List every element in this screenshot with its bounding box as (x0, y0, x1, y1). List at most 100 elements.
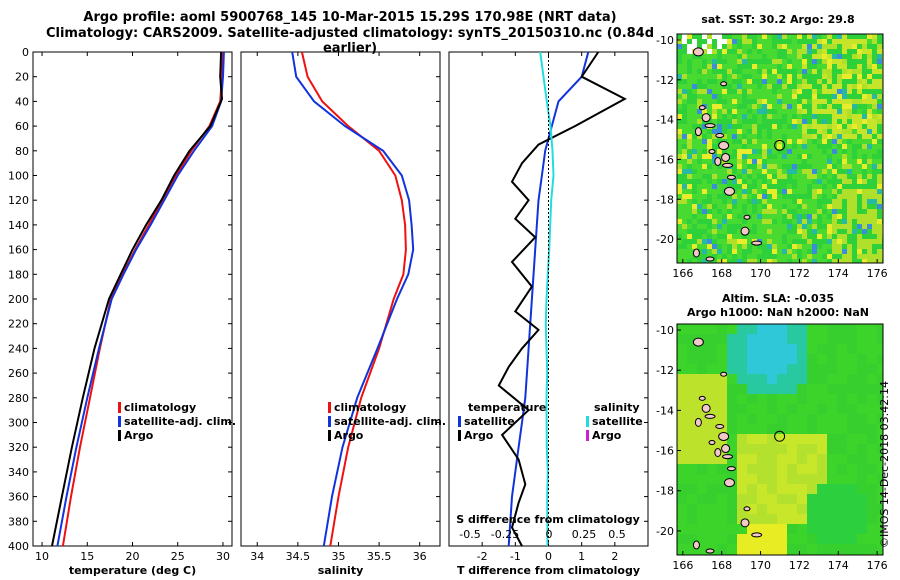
map-x-tick-label: 168 (711, 267, 732, 280)
map-cell (707, 144, 712, 149)
s-tick-label: 0 (546, 528, 553, 541)
map-cell (682, 114, 687, 119)
map-cell (797, 124, 802, 129)
map-cell (772, 39, 777, 44)
map-cell (837, 364, 847, 374)
map-cell (737, 74, 742, 79)
map-cell (842, 44, 847, 49)
map-cell (867, 544, 877, 554)
map-cell (812, 239, 817, 244)
map-cell (807, 214, 812, 219)
map-cell (682, 199, 687, 204)
map-cell (747, 384, 757, 394)
map-cell (862, 194, 867, 199)
map-cell (737, 344, 747, 354)
map-cell (767, 114, 772, 119)
map-cell (832, 204, 837, 209)
map-cell (742, 104, 747, 109)
map-cell (692, 119, 697, 124)
map-cell (742, 64, 747, 69)
map-cell (817, 69, 822, 74)
map-cell (707, 229, 712, 234)
map-cell (767, 214, 772, 219)
map-cell (702, 164, 707, 169)
map-cell (687, 454, 697, 464)
map-cell (752, 219, 757, 224)
map-cell (772, 119, 777, 124)
map-cell (752, 74, 757, 79)
map-cell (772, 164, 777, 169)
map-cell (872, 49, 877, 54)
temperature-panel: 0204060801001201401601802002202402602803… (8, 46, 236, 577)
map-cell (767, 404, 777, 414)
map-cell (837, 474, 847, 484)
map-cell (732, 104, 737, 109)
map-cell (867, 69, 872, 74)
map-cell (712, 244, 717, 249)
map-cell (857, 119, 862, 124)
map-cell (797, 199, 802, 204)
map-cell (747, 64, 752, 69)
map-cell (747, 164, 752, 169)
map-cell (787, 154, 792, 159)
map-cell (837, 89, 842, 94)
map-cell (807, 219, 812, 224)
map-cell (717, 94, 722, 99)
map-cell (782, 169, 787, 174)
map-cell (822, 254, 827, 259)
map-cell (772, 179, 777, 184)
map-cell (802, 69, 807, 74)
map-cell (817, 89, 822, 94)
map-cell (722, 224, 727, 229)
map-cell (782, 234, 787, 239)
map-cell (727, 159, 732, 164)
island (726, 174, 736, 180)
map-cell (697, 59, 702, 64)
map-cell (777, 124, 782, 129)
map-cell (872, 229, 877, 234)
map-cell (682, 84, 687, 89)
map-cell (752, 124, 757, 129)
map-cell (777, 64, 782, 69)
map-cell (702, 159, 707, 164)
map-x-tick-label: 176 (867, 559, 888, 572)
map-cell (867, 374, 877, 384)
map-cell (692, 84, 697, 89)
map-cell (832, 114, 837, 119)
map-cell (857, 159, 862, 164)
map-cell (707, 414, 717, 424)
map-cell (762, 149, 767, 154)
map-cell (817, 244, 822, 249)
map-cell (677, 249, 682, 254)
map-cell (852, 234, 857, 239)
map-cell (682, 79, 687, 84)
map-cell (862, 84, 867, 89)
map-cell (802, 249, 807, 254)
island (701, 113, 711, 123)
map-cell (832, 129, 837, 134)
map-cell (752, 209, 757, 214)
map-cell (677, 64, 682, 69)
map-cell (737, 134, 742, 139)
map-cell (787, 59, 792, 64)
map-cell (722, 44, 727, 49)
map-cell (797, 324, 807, 334)
map-cell (767, 174, 772, 179)
map-cell (752, 224, 757, 229)
map-cell (702, 79, 707, 84)
map-cell (767, 454, 777, 464)
map-y-tick-label: -16 (656, 445, 674, 458)
map-cell (722, 119, 727, 124)
x-tick-label: -2 (477, 550, 488, 563)
map-cell (782, 189, 787, 194)
map-cell (852, 94, 857, 99)
map-cell (847, 34, 852, 39)
map-cell (717, 39, 722, 44)
map-cell (717, 104, 722, 109)
argo-location-marker (774, 139, 786, 151)
map-cell (787, 524, 797, 534)
map-cell (877, 69, 882, 74)
map-cell (722, 254, 727, 259)
map-cell (842, 34, 847, 39)
map-cell (682, 119, 687, 124)
